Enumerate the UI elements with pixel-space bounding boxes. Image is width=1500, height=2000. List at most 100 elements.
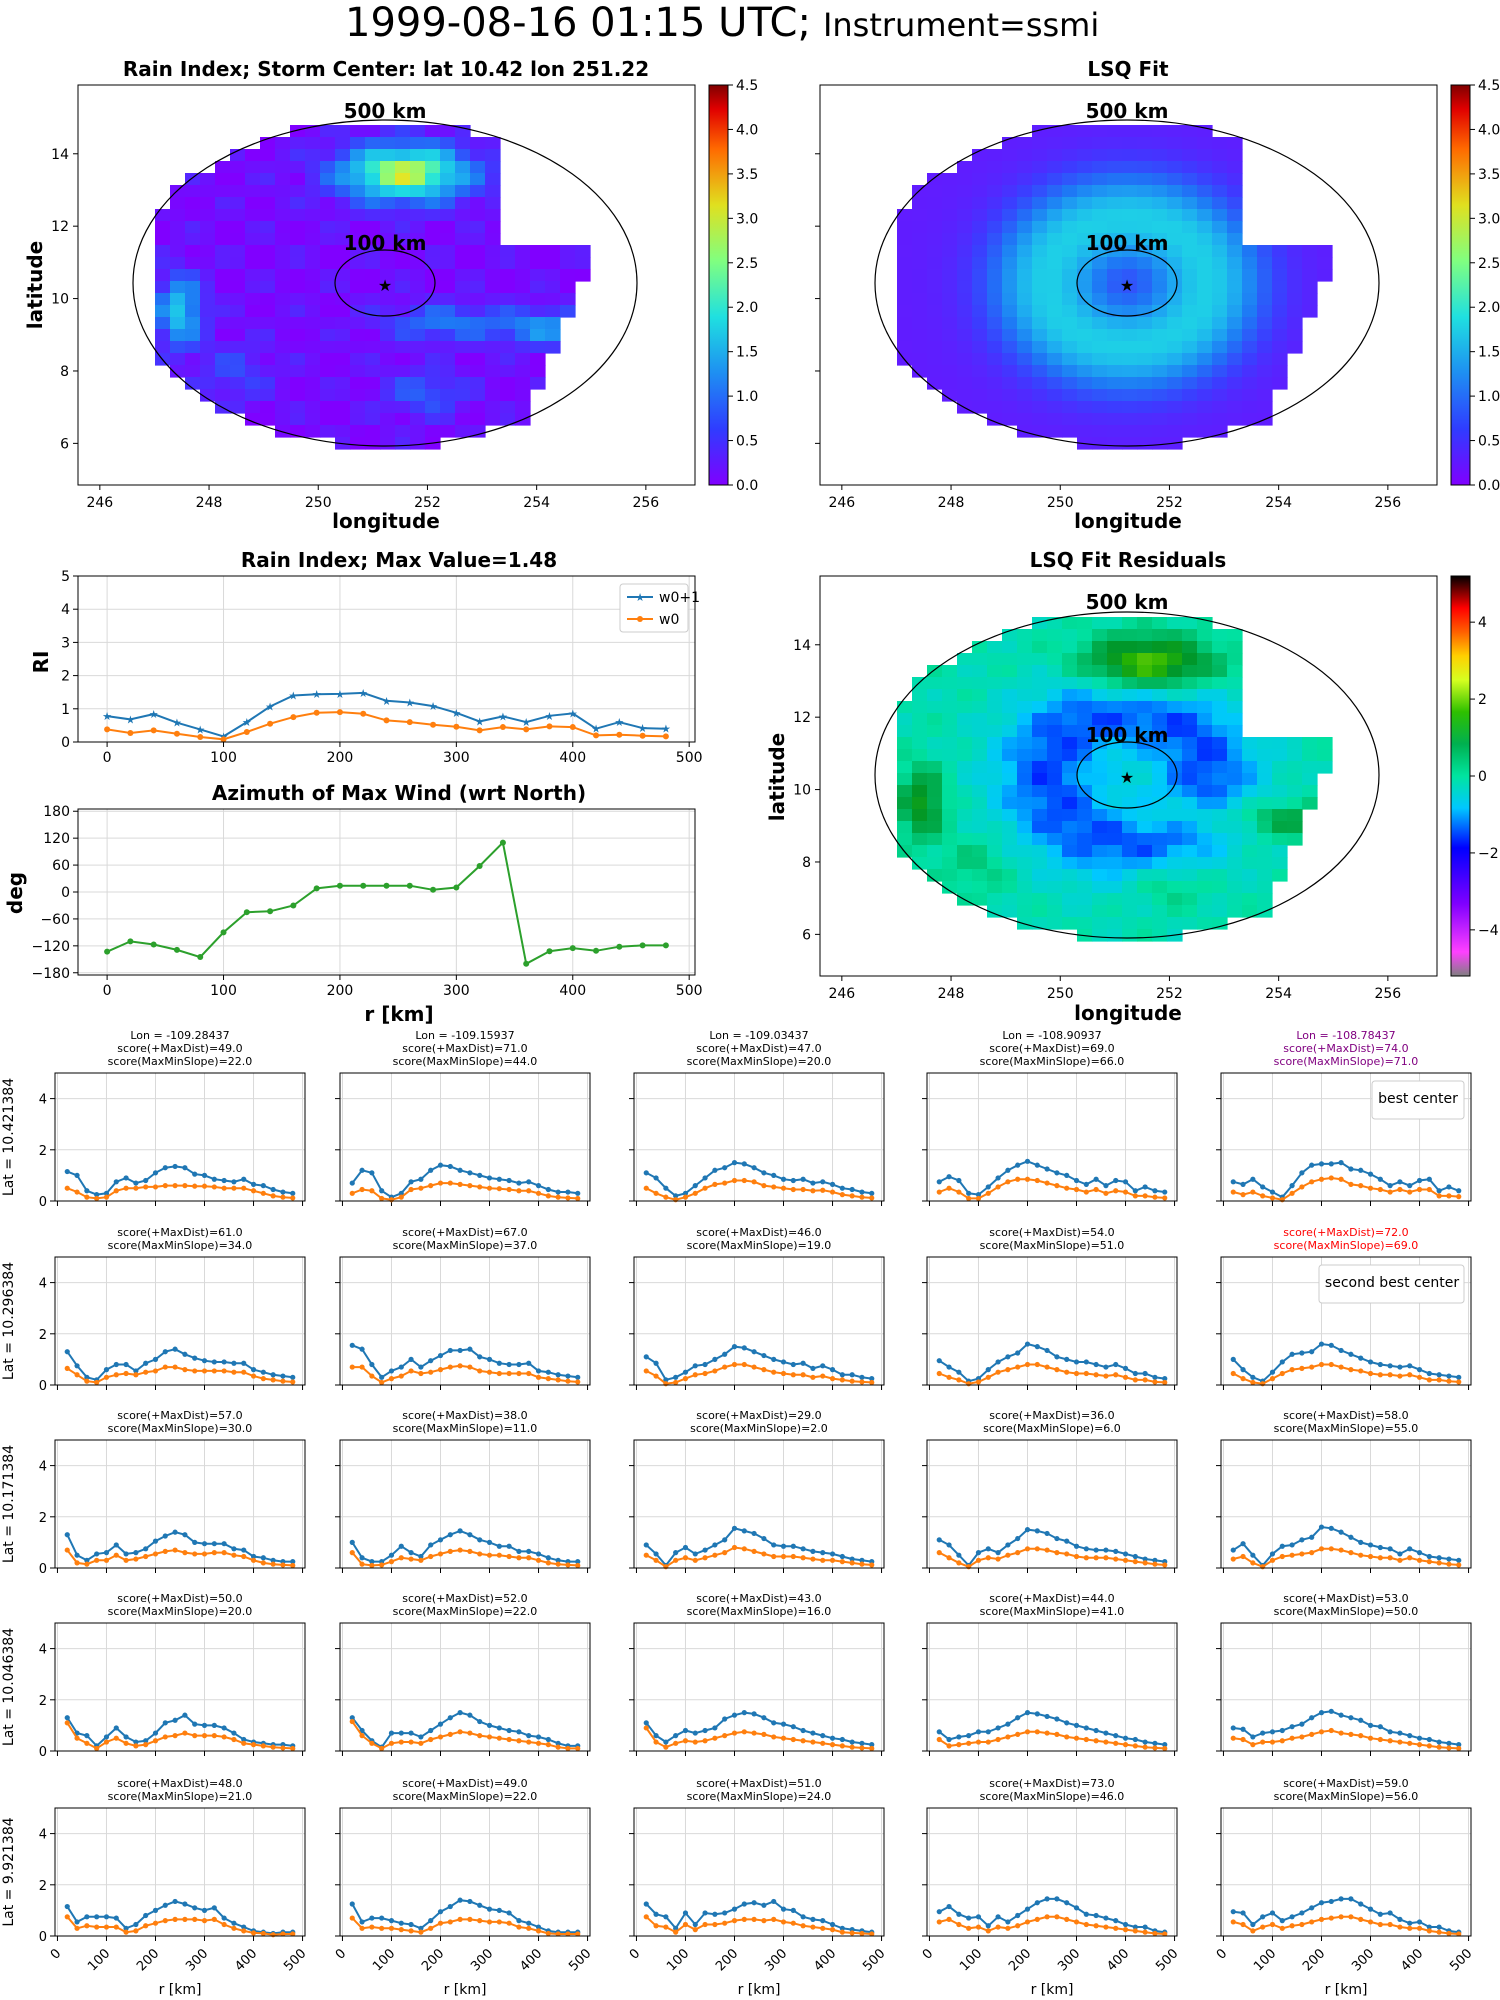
ri-field-cell (305, 413, 321, 426)
lsq-field-cell (1257, 329, 1273, 342)
w0-series-point (1122, 1927, 1129, 1933)
x-tick-label: 300 (1349, 1946, 1377, 1974)
y-tick-label: 0 (61, 885, 70, 901)
lsq-field-cell (1167, 233, 1183, 246)
ri-field-cell (275, 353, 291, 366)
lsq-field-cell (957, 269, 973, 282)
w0-series-point (1348, 1550, 1354, 1556)
w0plus1-series-point (682, 1910, 689, 1916)
res-field-cell (1032, 821, 1048, 834)
w0plus1-series-point (859, 1740, 865, 1746)
x-tick-label: 100 (210, 750, 237, 766)
w0plus1-series-point (1348, 1166, 1354, 1172)
x-tick-label: 246 (828, 495, 855, 511)
res-field-cell (942, 821, 958, 834)
w0-series-point (408, 1928, 414, 1934)
w0plus1-series-point (790, 1724, 796, 1730)
ri-field-cell (320, 185, 336, 198)
ri-field-cell (350, 377, 366, 390)
w0-series-point (359, 1364, 365, 1370)
lsq-field-cell (1002, 185, 1018, 198)
lsq-field-cell (1017, 353, 1033, 366)
plot-area (1221, 1440, 1471, 1568)
panel-score-label: score(+MaxDist)=29.0 (696, 1409, 821, 1422)
ri-field-cell (440, 233, 456, 246)
res-field-cell (1197, 917, 1213, 930)
ri-field-cell (455, 245, 471, 258)
w0plus1-series-point (1132, 1370, 1138, 1377)
res-field-cell (1167, 833, 1183, 846)
w0plus1-series-point (182, 1351, 188, 1357)
w0plus1-series-point (270, 1372, 276, 1378)
res-field-cell (1002, 713, 1018, 726)
res-field-cell (1092, 701, 1108, 714)
lsq-field-cell (912, 305, 928, 318)
w0-series-point (1250, 1189, 1256, 1195)
lsq-field-cell (1287, 317, 1303, 330)
ri-field-cell (425, 149, 441, 162)
lsq-field-cell (1197, 269, 1213, 282)
w0plus1-series-point (1387, 1363, 1393, 1369)
ri-field-cell (350, 221, 366, 234)
res-field-cell (1062, 905, 1078, 918)
res-field-cell (1257, 761, 1273, 774)
lsq-field-cell (987, 257, 1003, 270)
ri-field-cell (230, 341, 246, 354)
ri-field-cell (365, 233, 381, 246)
w0plus1-series-point (535, 1368, 542, 1374)
res-field-cell (1077, 641, 1093, 654)
x-tick-label: 252 (1156, 495, 1183, 511)
lsq-field-cell (1197, 209, 1213, 222)
ri-field-cell (170, 233, 186, 246)
ri-field-cell (290, 257, 306, 270)
res-field-cell (1017, 785, 1033, 798)
res-field-cell (1002, 677, 1018, 690)
res-field-cell (1227, 821, 1243, 834)
y-tick-label: −60 (40, 912, 70, 928)
w0plus1-series-point (1122, 1365, 1129, 1371)
lsq-field-cell (987, 149, 1003, 162)
res-field-cell (1032, 629, 1048, 642)
res-field-cell (1062, 689, 1078, 702)
x-tick-label: 300 (183, 1946, 211, 1974)
lsq-field-cell (1047, 365, 1063, 378)
res-field-cell (987, 761, 1003, 774)
lsq-field-cell (1242, 329, 1258, 342)
panel-r1-c0: score(MaxMinSlope)=34.0score(+MaxDist)=6… (1, 1226, 306, 1394)
ri-field-cell (515, 329, 531, 342)
w0-series-point (1083, 1555, 1089, 1561)
w0-series-point (496, 1186, 502, 1192)
res-field-cell (1212, 773, 1228, 786)
w0-series-point (1269, 1921, 1276, 1928)
res-field-cell (1227, 905, 1243, 918)
panel-score-label: score(MaxMinSlope)=71.0 (1274, 1055, 1419, 1068)
w0plus1-series-point (1456, 1557, 1462, 1563)
lsq-fit-colorbar (1450, 84, 1471, 486)
w0-series-point (936, 1189, 942, 1195)
ri-field-cell (350, 437, 366, 450)
res-field-cell (987, 677, 1003, 690)
res-field-cell (957, 749, 973, 762)
lsq-field-cell (1002, 365, 1018, 378)
w0plus1-series-point (692, 1363, 698, 1369)
lsq-field-cell (1212, 317, 1228, 330)
x-tick-label: 200 (1300, 1946, 1328, 1974)
lsq-field-cell (1152, 281, 1168, 294)
res-field-cell (1182, 821, 1198, 834)
w0-series-point (1054, 1731, 1060, 1737)
w0plus1-series-point (1387, 1729, 1393, 1735)
res-field-cell (1137, 881, 1153, 894)
w0-series-point (1309, 1179, 1315, 1185)
w0-series-point (800, 1738, 806, 1744)
w0-series-point (1436, 1377, 1442, 1383)
res-field-cell (1137, 737, 1153, 750)
ri-field-cell (530, 329, 546, 342)
x-tick-label: 500 (676, 983, 703, 999)
w0plus1-series-point (64, 1168, 70, 1175)
w0plus1-series-point (820, 1179, 826, 1185)
w0-series-point (1005, 1552, 1011, 1558)
w0-series-point (133, 1743, 139, 1749)
ri-field-cell (275, 281, 291, 294)
panel-score-label: score(MaxMinSlope)=41.0 (980, 1605, 1125, 1618)
ri-field-cell (515, 389, 531, 402)
